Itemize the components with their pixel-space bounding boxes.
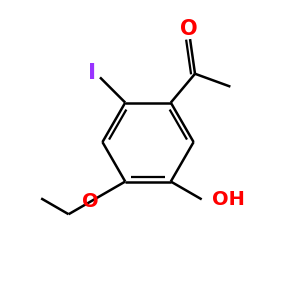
Text: OH: OH xyxy=(212,190,244,209)
Text: I: I xyxy=(88,63,96,83)
Text: O: O xyxy=(180,19,198,39)
Text: O: O xyxy=(82,192,98,211)
